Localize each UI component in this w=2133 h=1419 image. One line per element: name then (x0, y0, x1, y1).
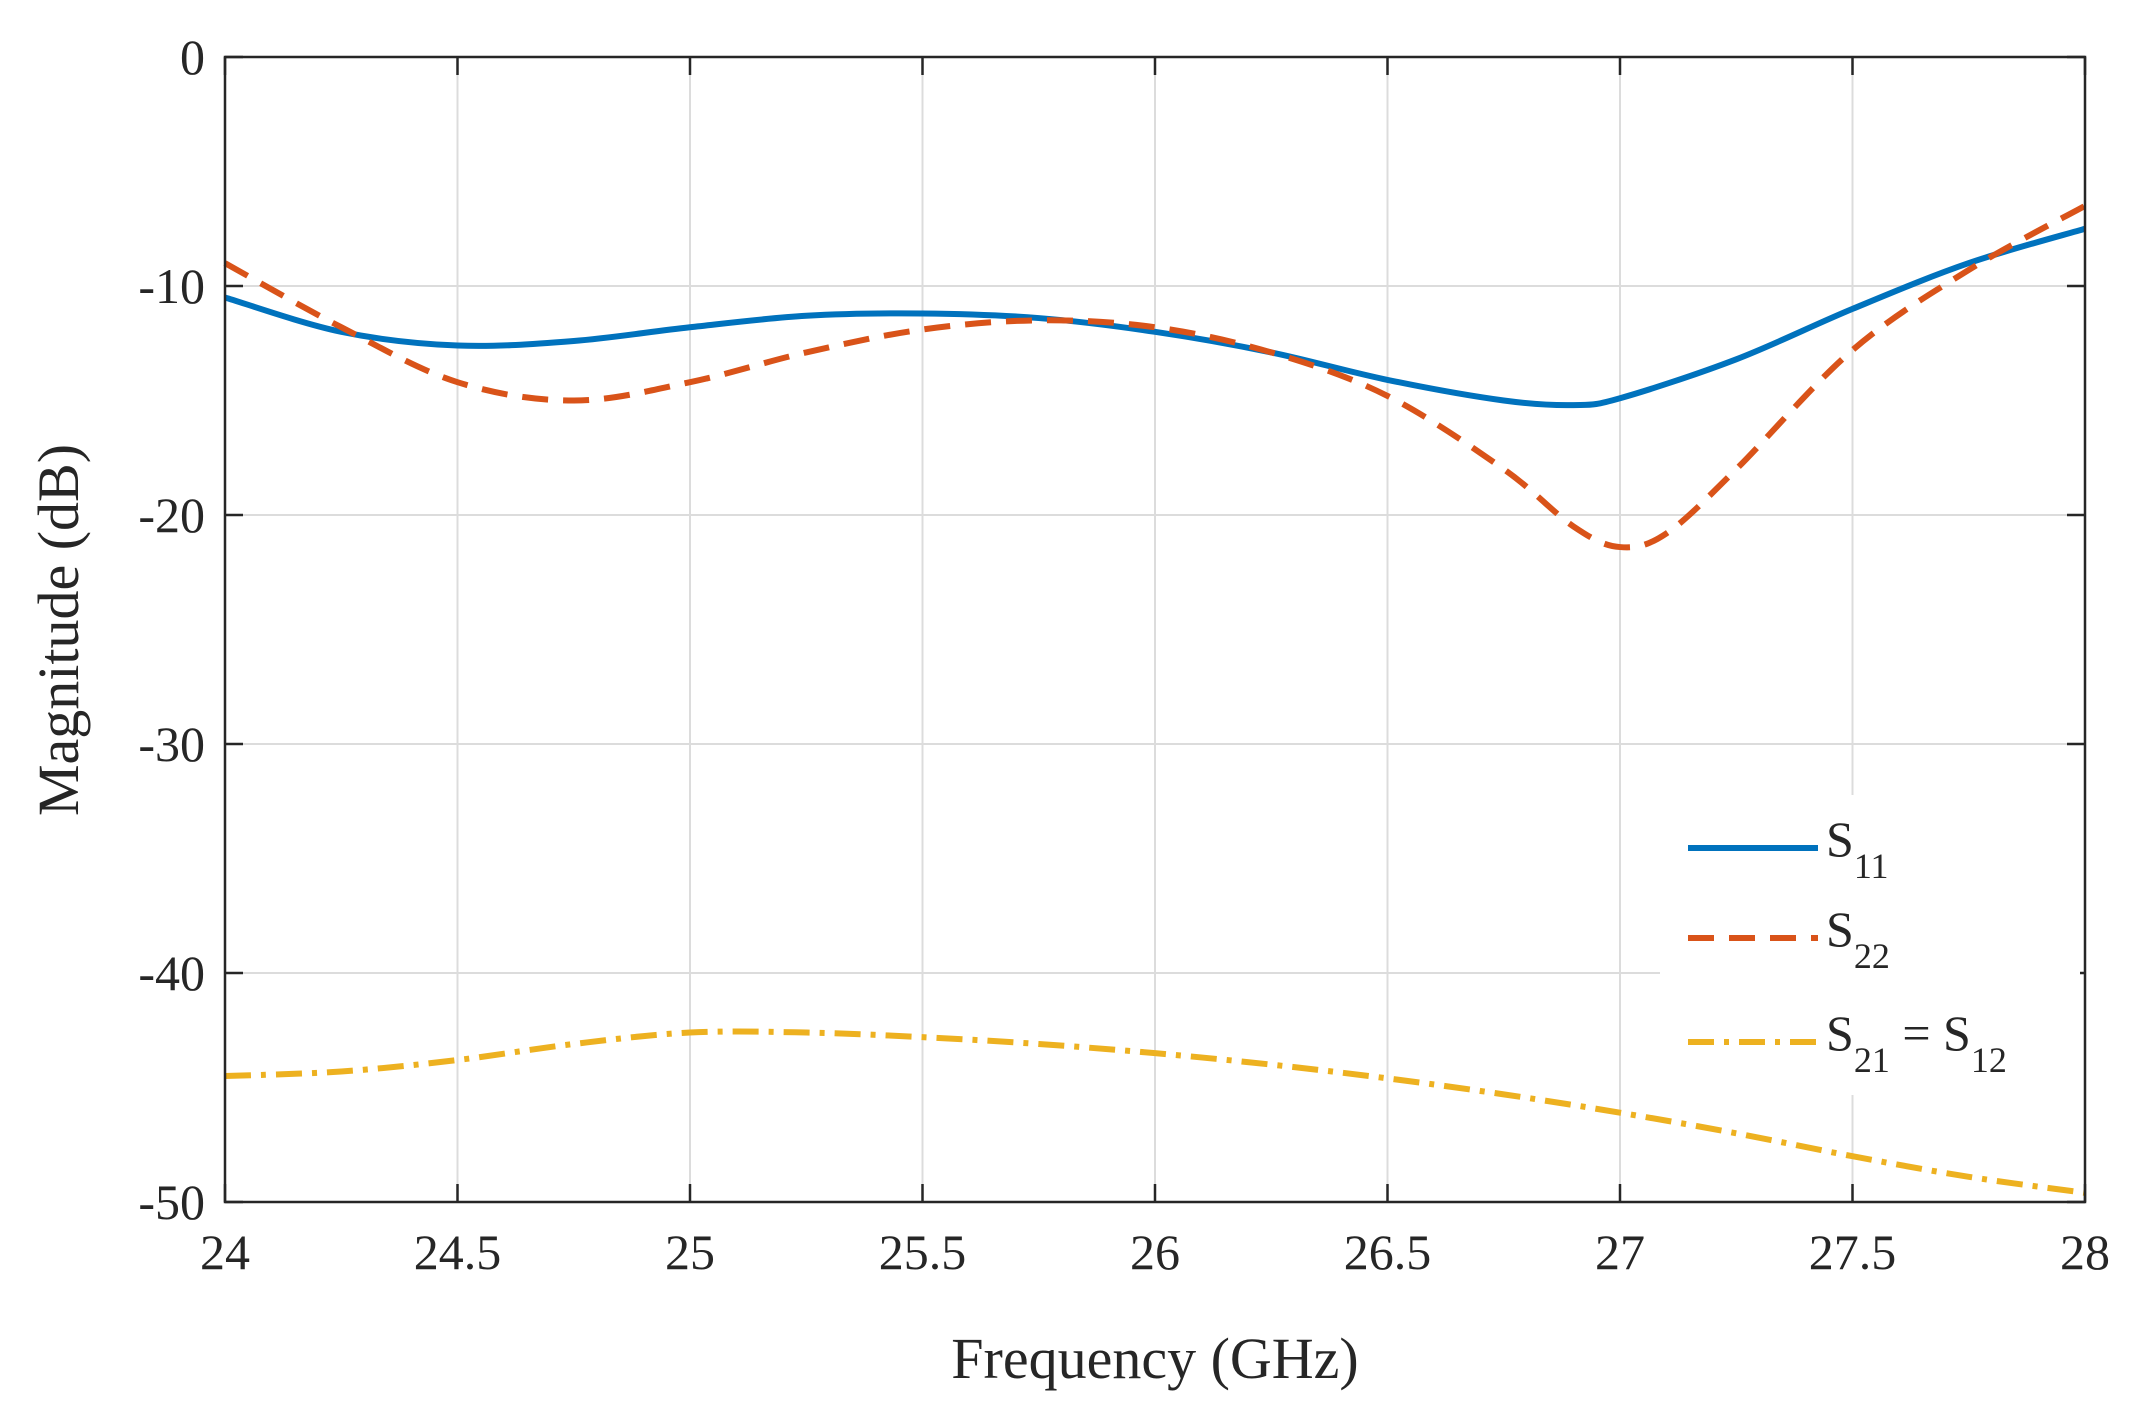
legend-label: S22 (1826, 901, 1890, 976)
y-axis-label: Magnitude (dB) (26, 444, 91, 816)
x-axis-label: Frequency (GHz) (951, 1326, 1358, 1391)
legend-label: S21 = S12 (1826, 1005, 2007, 1080)
series-line-s21-s12 (224, 1028, 2086, 1196)
series-group (223, 203, 2087, 1196)
ticks (223, 55, 2087, 1204)
x-tick-labels: 24 24.5 25 25.5 26 26.5 27 27.5 28 (200, 1224, 2110, 1280)
x-tick-label: 24 (200, 1224, 250, 1280)
y-tick-label: -30 (138, 716, 205, 772)
legend: S11 S22 S21 = S12 (1660, 795, 2080, 1095)
y-tick-label: -40 (138, 945, 205, 1001)
x-tick-label: 25.5 (879, 1224, 967, 1280)
series-line-s11 (224, 225, 2086, 409)
x-tick-label: 26.5 (1344, 1224, 1432, 1280)
x-tick-label: 24.5 (414, 1224, 502, 1280)
legend-label: S11 (1826, 811, 1888, 886)
x-tick-label: 25 (665, 1224, 715, 1280)
y-tick-label: -50 (138, 1174, 205, 1230)
x-tick-label: 26 (1130, 1224, 1180, 1280)
y-tick-label: -10 (138, 258, 205, 314)
x-tick-label: 28 (2060, 1224, 2110, 1280)
y-tick-label: -20 (138, 487, 205, 543)
y-tick-labels: 0 -10 -20 -30 -40 -50 (138, 29, 205, 1230)
x-tick-label: 27.5 (1809, 1224, 1897, 1280)
y-tick-label: 0 (180, 29, 205, 85)
x-tick-label: 27 (1595, 1224, 1645, 1280)
series-line-s22 (223, 203, 2087, 551)
